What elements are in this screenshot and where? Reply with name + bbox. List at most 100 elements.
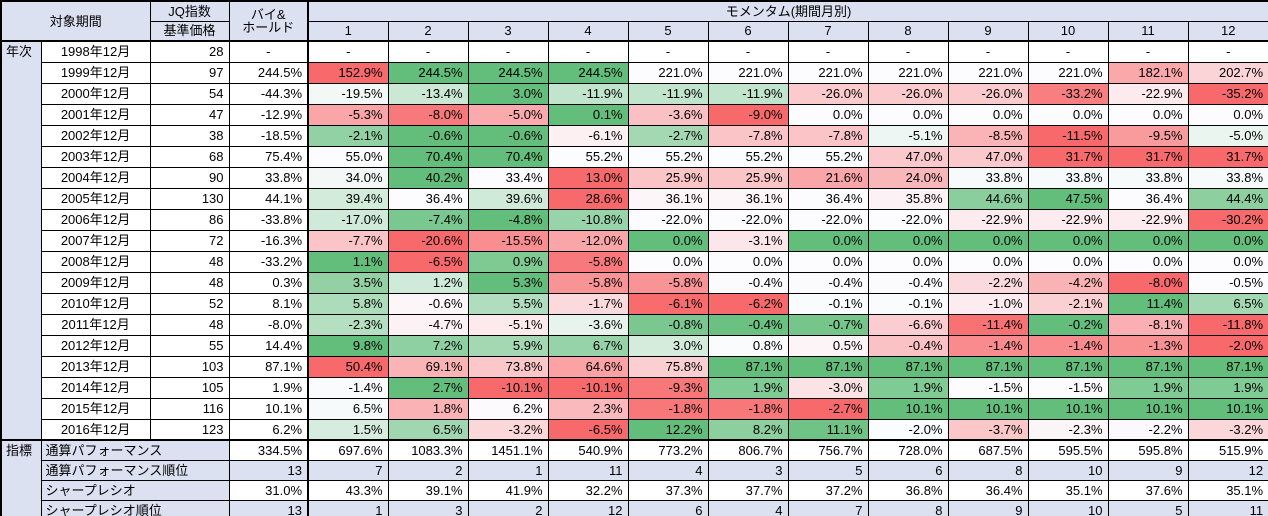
indicator-buy-hold-cell[interactable]: 334.5% [228, 439, 309, 461]
momentum-value-cell[interactable]: -8.0% [1107, 271, 1189, 294]
momentum-value-cell[interactable]: 0.0% [787, 229, 869, 252]
indicator-value-cell[interactable]: 4 [707, 500, 789, 516]
momentum-value-cell[interactable]: 0.0% [627, 250, 709, 273]
momentum-value-cell[interactable]: 5.8% [307, 292, 389, 315]
indicator-value-cell[interactable]: 12 [547, 500, 629, 516]
buy-hold-value-cell[interactable]: 10.1% [228, 397, 309, 420]
month-header-cell[interactable]: 3 [467, 20, 549, 42]
jq-value-cell[interactable]: 54 [149, 82, 230, 105]
buy-hold-value-cell[interactable]: 44.1% [228, 187, 309, 210]
momentum-value-cell[interactable]: -0.4% [867, 271, 949, 294]
momentum-value-cell[interactable]: 0.1% [547, 103, 629, 126]
momentum-value-cell[interactable]: 9.8% [307, 334, 389, 357]
momentum-value-cell[interactable]: -5.0% [1187, 124, 1268, 147]
indicator-value-cell[interactable]: 35.1% [1027, 480, 1109, 501]
momentum-value-cell[interactable]: 7.2% [387, 334, 469, 357]
momentum-value-cell[interactable]: -5.8% [547, 271, 629, 294]
momentum-value-cell[interactable]: -0.6% [467, 124, 549, 147]
momentum-value-cell[interactable]: -6.2% [707, 292, 789, 315]
buy-hold-value-cell[interactable]: 75.4% [228, 145, 309, 168]
momentum-value-cell[interactable]: 70.4% [387, 145, 469, 168]
period-cell[interactable]: 2009年12月 [40, 271, 151, 294]
momentum-value-cell[interactable]: 10.1% [867, 397, 949, 420]
indicator-value-cell[interactable]: 10 [1027, 460, 1109, 481]
momentum-value-cell[interactable]: -7.8% [707, 124, 789, 147]
momentum-value-cell[interactable]: -5.1% [867, 124, 949, 147]
momentum-value-cell[interactable]: 87.1% [947, 355, 1029, 378]
period-cell[interactable]: 2012年12月 [40, 334, 151, 357]
momentum-value-cell[interactable]: -26.0% [947, 82, 1029, 105]
momentum-value-cell[interactable]: 182.1% [1107, 61, 1189, 84]
indicator-value-cell[interactable]: 728.0% [867, 439, 949, 461]
period-cell[interactable]: 2002年12月 [40, 124, 151, 147]
momentum-value-cell[interactable]: 87.1% [1027, 355, 1109, 378]
momentum-value-cell[interactable]: -22.9% [1027, 208, 1109, 231]
jq-value-cell[interactable]: 97 [149, 61, 230, 84]
indicator-value-cell[interactable]: 7 [787, 500, 869, 516]
momentum-value-cell[interactable]: 0.0% [867, 103, 949, 126]
buy-hold-value-cell[interactable]: -12.9% [228, 103, 309, 126]
momentum-value-cell[interactable]: 55.2% [627, 145, 709, 168]
momentum-value-cell[interactable]: 5.9% [467, 334, 549, 357]
momentum-value-cell[interactable]: 0.0% [1187, 250, 1268, 273]
jq-value-cell[interactable]: 28 [149, 40, 230, 63]
jq-value-cell[interactable]: 48 [149, 313, 230, 336]
momentum-value-cell[interactable]: -20.6% [387, 229, 469, 252]
buy-hold-value-cell[interactable]: 0.3% [228, 271, 309, 294]
momentum-value-cell[interactable]: -2.2% [947, 271, 1029, 294]
row-group-years-cell[interactable]: 年次 [0, 40, 42, 441]
momentum-value-cell[interactable]: 1.2% [387, 271, 469, 294]
momentum-value-cell[interactable]: 33.8% [1187, 166, 1268, 189]
momentum-value-cell[interactable]: 2.7% [387, 376, 469, 399]
momentum-value-cell[interactable]: 0.8% [707, 334, 789, 357]
momentum-value-cell[interactable]: 47.0% [947, 145, 1029, 168]
momentum-value-cell[interactable]: 6.5% [387, 418, 469, 441]
jq-value-cell[interactable]: 48 [149, 271, 230, 294]
momentum-value-cell[interactable]: -2.0% [1187, 334, 1268, 357]
momentum-value-cell[interactable]: -7.7% [307, 229, 389, 252]
momentum-value-cell[interactable]: -5.8% [547, 250, 629, 273]
momentum-value-cell[interactable]: -13.4% [387, 82, 469, 105]
momentum-value-cell[interactable]: - [707, 40, 789, 63]
buy-hold-value-cell[interactable]: 14.4% [228, 334, 309, 357]
momentum-value-cell[interactable]: 11.1% [787, 418, 869, 441]
momentum-value-cell[interactable]: 0.9% [467, 250, 549, 273]
momentum-value-cell[interactable]: 202.7% [1187, 61, 1268, 84]
momentum-value-cell[interactable]: - [307, 40, 389, 63]
indicator-value-cell[interactable]: 540.9% [547, 439, 629, 461]
momentum-value-cell[interactable]: -1.8% [707, 397, 789, 420]
period-cell[interactable]: 2016年12月 [40, 418, 151, 441]
momentum-value-cell[interactable]: -7.8% [787, 124, 869, 147]
month-header-cell[interactable]: 2 [387, 20, 469, 42]
momentum-value-cell[interactable]: -0.4% [707, 271, 789, 294]
indicator-label-cell[interactable]: 通算パフォーマンス [40, 439, 230, 461]
indicator-value-cell[interactable]: 32.2% [547, 480, 629, 501]
momentum-value-cell[interactable]: 36.1% [627, 187, 709, 210]
month-header-cell[interactable]: 4 [547, 20, 629, 42]
momentum-value-cell[interactable]: -2.7% [627, 124, 709, 147]
momentum-value-cell[interactable]: 87.1% [1187, 355, 1268, 378]
jq-value-cell[interactable]: 52 [149, 292, 230, 315]
indicator-value-cell[interactable]: 9 [947, 500, 1029, 516]
indicator-value-cell[interactable]: 3 [707, 460, 789, 481]
month-header-cell[interactable]: 11 [1107, 20, 1189, 42]
momentum-value-cell[interactable]: -2.3% [1027, 418, 1109, 441]
indicator-value-cell[interactable]: 3 [387, 500, 469, 516]
period-cell[interactable]: 1999年12月 [40, 61, 151, 84]
momentum-value-cell[interactable]: -4.7% [387, 313, 469, 336]
momentum-value-cell[interactable]: 36.1% [707, 187, 789, 210]
momentum-value-cell[interactable]: 55.2% [547, 145, 629, 168]
indicator-value-cell[interactable]: 36.8% [867, 480, 949, 501]
momentum-value-cell[interactable]: -0.8% [627, 313, 709, 336]
jq-value-cell[interactable]: 105 [149, 376, 230, 399]
momentum-value-cell[interactable]: 0.0% [1107, 103, 1189, 126]
momentum-value-cell[interactable]: -3.6% [547, 313, 629, 336]
momentum-value-cell[interactable]: -3.6% [627, 103, 709, 126]
momentum-value-cell[interactable]: 36.4% [787, 187, 869, 210]
momentum-value-cell[interactable]: -22.9% [947, 208, 1029, 231]
month-header-cell[interactable]: 6 [707, 20, 789, 42]
momentum-value-cell[interactable]: -10.1% [547, 376, 629, 399]
indicator-value-cell[interactable]: 35.1% [1187, 480, 1268, 501]
momentum-value-cell[interactable]: -6.5% [387, 250, 469, 273]
indicator-value-cell[interactable]: 8 [867, 500, 949, 516]
